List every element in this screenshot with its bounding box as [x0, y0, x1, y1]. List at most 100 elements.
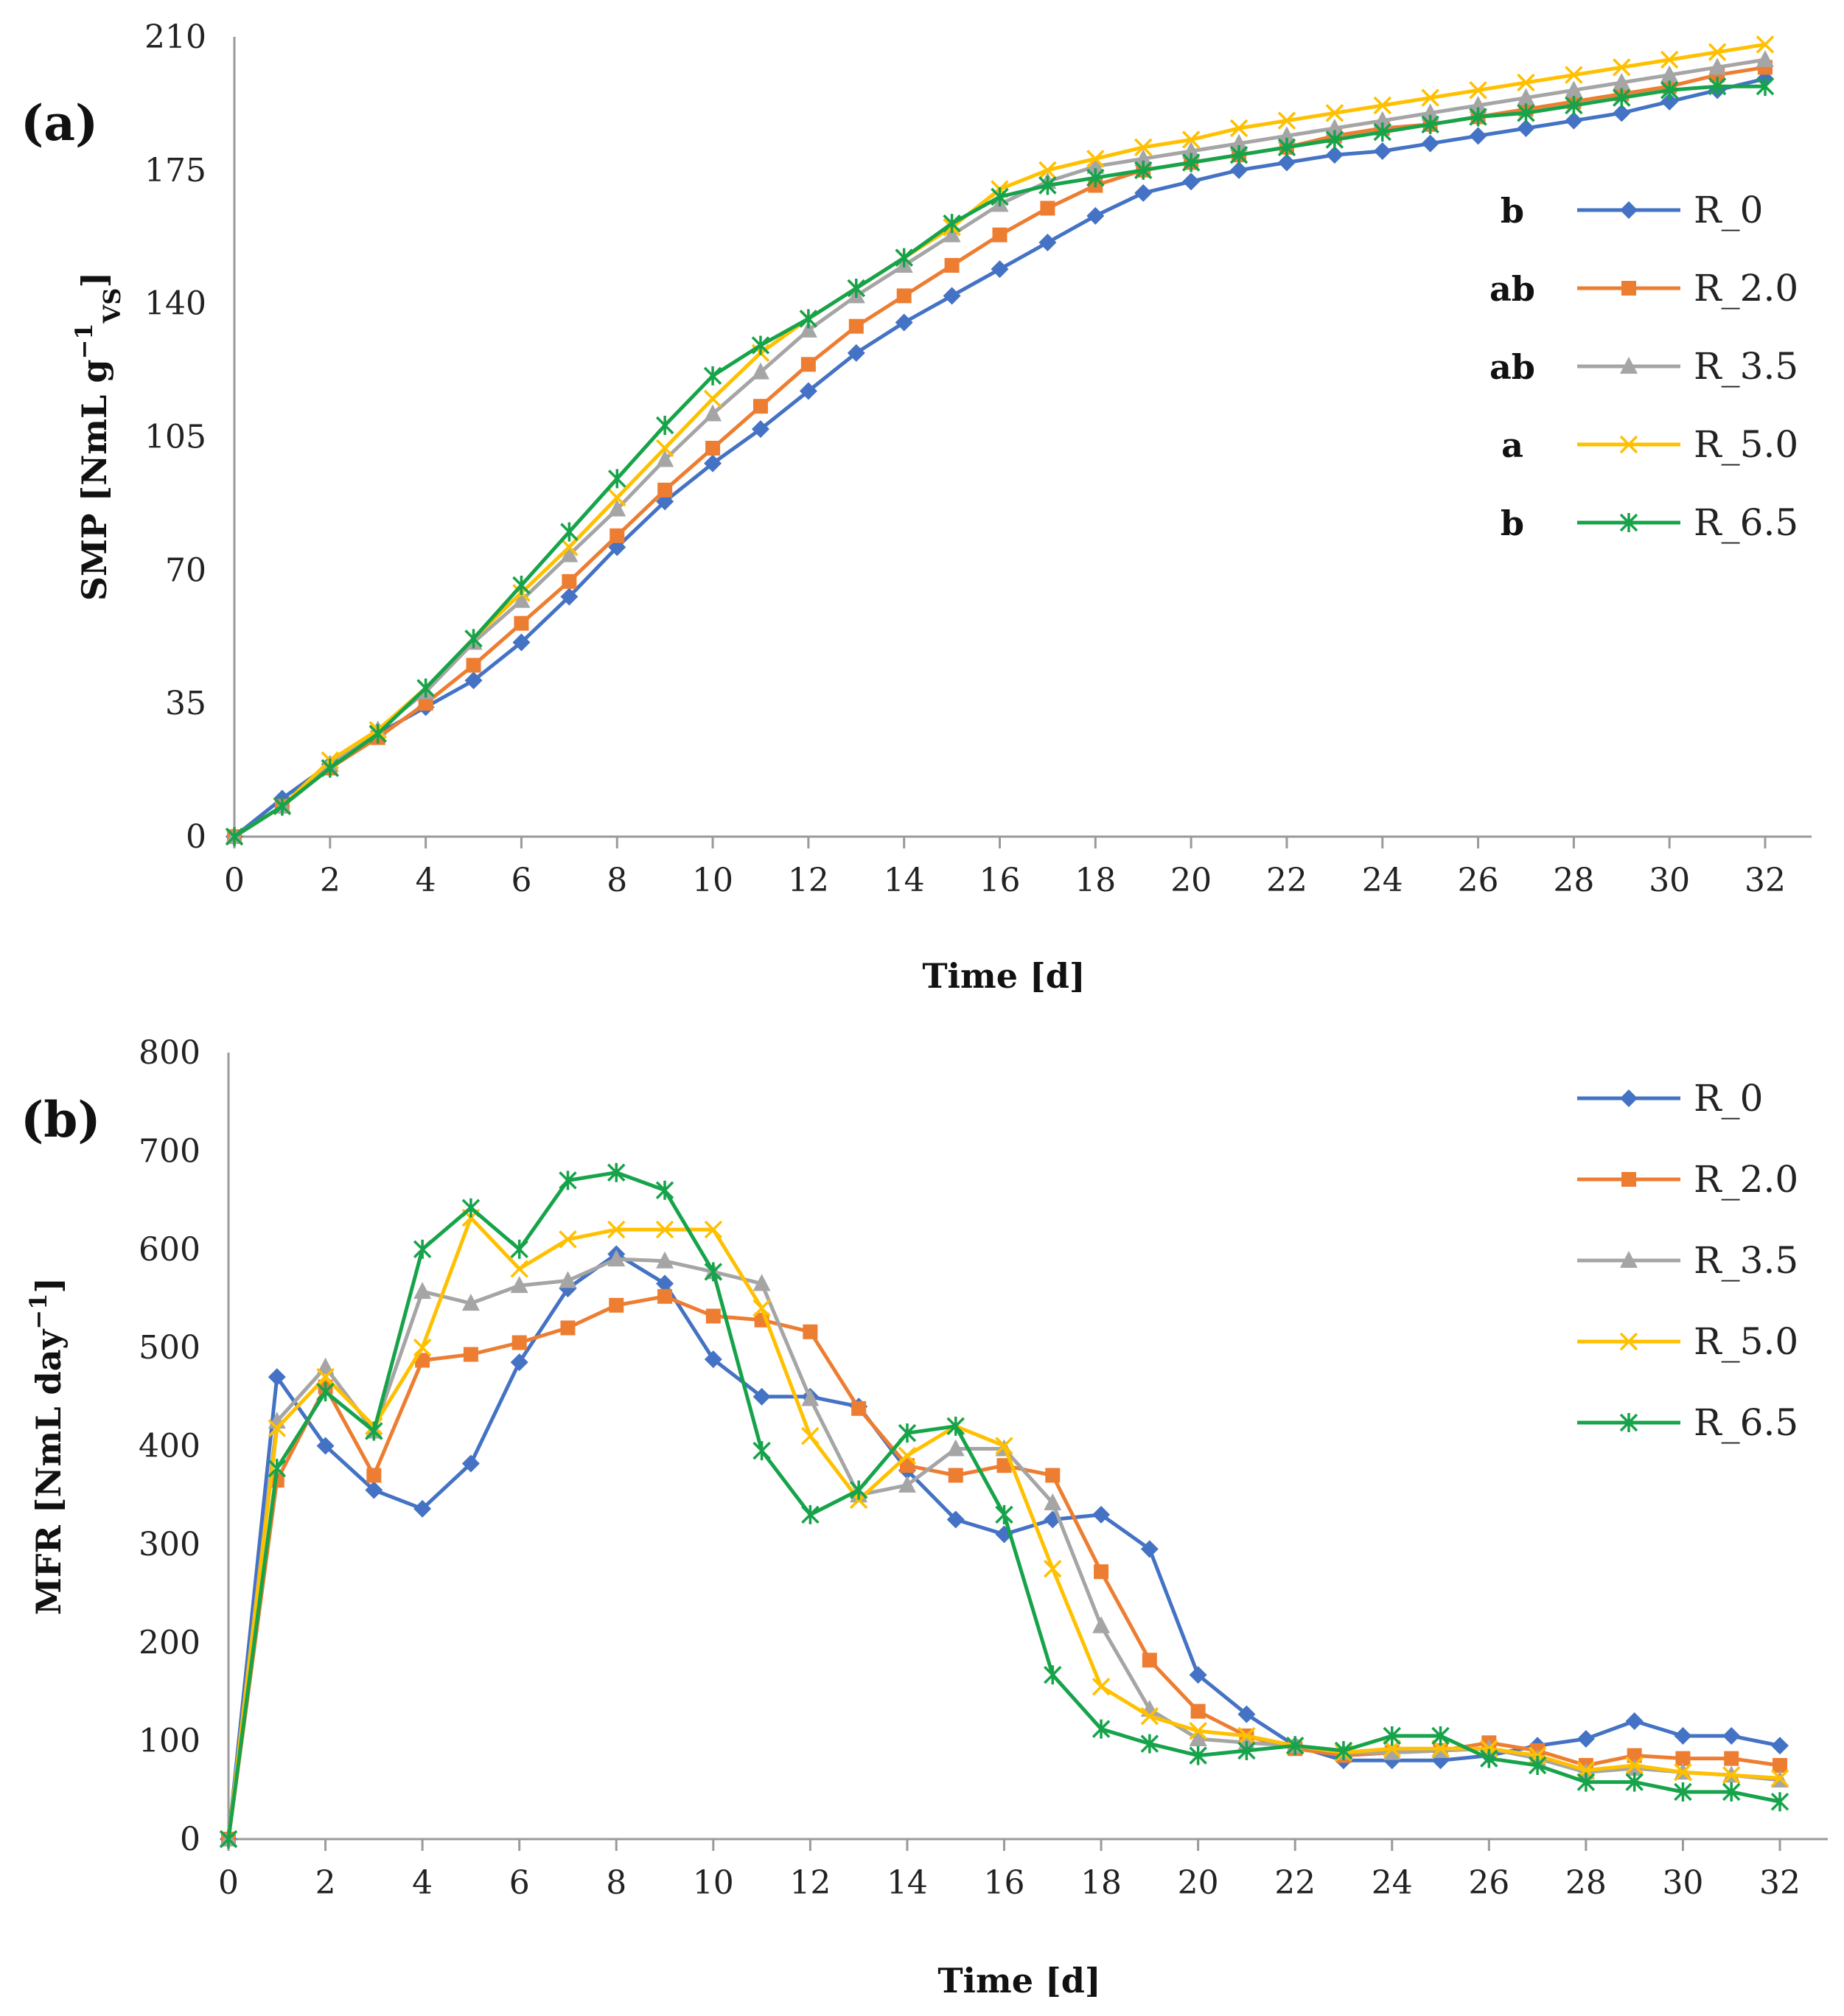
x-tick-label: 0 [224, 862, 245, 899]
x-tick-label: 26 [1458, 862, 1499, 899]
data-point-r-6-5 [268, 1459, 287, 1479]
data-point-r-6-5 [1373, 122, 1391, 142]
x-tick-label: 26 [1468, 1864, 1509, 1902]
data-point-r-6-5 [369, 724, 387, 744]
data-point-r-2-0 [948, 1468, 963, 1483]
data-point-r-6-5 [1625, 1772, 1644, 1792]
data-point-r-3-5 [1044, 1493, 1062, 1510]
data-point-r-6-5 [1770, 1792, 1789, 1812]
x-tick-label: 2 [315, 1864, 336, 1902]
legend-item: R_3.5 ab [1489, 345, 1798, 388]
panel-a-series [225, 35, 1775, 846]
data-point-r-6-5 [1092, 1719, 1111, 1739]
data-point-r-6-5 [510, 1239, 528, 1259]
data-point-r-6-5 [943, 214, 961, 234]
series-r-6-5 [219, 1162, 1789, 1849]
data-point-r-0 [1674, 1726, 1692, 1745]
data-point-r-6-5 [365, 1421, 383, 1441]
data-point-r-3-5 [656, 1251, 674, 1269]
data-point-r-6-5 [416, 678, 435, 698]
data-point-r-2-0 [657, 482, 673, 498]
data-point-r-3-5 [1383, 1743, 1401, 1760]
data-point-r-3-5 [704, 404, 722, 422]
data-point-r-5-0 [1189, 1722, 1207, 1740]
data-point-r-3-5 [943, 225, 961, 243]
data-point-r-5-0 [1181, 130, 1201, 149]
panel-b-legend: R_0 R_2.0 R_3.5 R_5.0 R_6.5 [1577, 1077, 1798, 1444]
data-point-r-5-0 [413, 1338, 432, 1357]
legend-item: R_6.5 [1577, 1401, 1798, 1444]
data-point-r-6-5 [1722, 1782, 1741, 1802]
legend-label: R_5.0 [1694, 423, 1798, 466]
x-tick-label: 30 [1662, 1864, 1703, 1902]
data-point-r-3-5 [1230, 133, 1248, 151]
data-point-r-0 [1517, 119, 1535, 137]
data-point-r-6-5 [1674, 1782, 1692, 1802]
data-point-r-5-0 [752, 1299, 771, 1318]
x-tick-label: 4 [412, 1864, 433, 1902]
data-point-r-2-0 [1724, 1751, 1739, 1766]
x-tick-label: 24 [1362, 862, 1403, 899]
data-point-r-6-5 [1277, 137, 1296, 157]
data-point-r-5-0 [1660, 50, 1679, 69]
y-tick-label: 300 [139, 1526, 200, 1563]
panel-b-series [219, 1162, 1789, 1849]
data-point-r-6-5 [1528, 1755, 1547, 1775]
data-point-r-2-0 [463, 1347, 478, 1362]
data-point-r-0 [1182, 172, 1201, 191]
data-point-r-6-5 [1383, 1726, 1401, 1745]
legend-item: R_3.5 [1577, 1239, 1798, 1282]
y-tick-label: 105 [144, 419, 206, 456]
data-point-r-0 [1038, 234, 1057, 251]
y-tick-label: 35 [165, 685, 206, 722]
data-point-r-2-0 [1773, 1757, 1787, 1773]
data-point-r-0 [1237, 1705, 1256, 1723]
legend-label: R_3.5 [1694, 1239, 1798, 1282]
data-point-r-6-5 [751, 335, 770, 355]
data-point-r-0 [1469, 127, 1487, 145]
data-point-r-6-5 [1756, 77, 1775, 97]
x-tick-label: 10 [692, 862, 733, 899]
x-tick-label: 32 [1759, 1864, 1801, 1902]
panel-a-y-gridline-ticks: 0 35 70 105 140 175 210 [144, 18, 206, 856]
x-tick-label: 28 [1565, 1864, 1607, 1902]
x-tick-label: 16 [984, 1864, 1025, 1902]
data-point-r-2-0 [511, 1335, 527, 1350]
data-point-r-2-0 [1094, 1564, 1109, 1580]
data-point-r-2-0 [514, 615, 529, 631]
data-point-r-0 [1576, 1729, 1595, 1748]
data-point-r-6-5 [847, 279, 866, 298]
panel-b-x-axis-title: Time [d] [937, 1961, 1100, 2001]
data-point-r-6-5 [461, 1198, 481, 1218]
data-point-r-2-0 [705, 441, 721, 456]
data-point-r-6-5 [1480, 1748, 1498, 1768]
data-point-r-5-0 [995, 1437, 1013, 1455]
data-point-r-0 [704, 454, 722, 472]
y-tick-label: 600 [139, 1231, 200, 1269]
data-point-r-0 [799, 382, 817, 400]
x-tick-label: 22 [1274, 1864, 1316, 1902]
legend-item: R_6.5 b [1501, 501, 1798, 544]
data-point-r-3-5 [559, 1271, 577, 1288]
data-point-r-3-5 [1134, 149, 1153, 167]
legend-label: R_6.5 [1694, 1401, 1798, 1444]
x-tick-label: 28 [1553, 862, 1594, 899]
x-tick-label: 18 [1075, 862, 1116, 899]
data-point-r-5-0 [1431, 1740, 1450, 1758]
legend-label: R_3.5 [1694, 345, 1798, 388]
legend-label: R_5.0 [1694, 1320, 1798, 1363]
x-tick-label: 32 [1745, 862, 1786, 899]
series-r-6-5 [225, 77, 1775, 846]
y-tick-label: 500 [139, 1329, 200, 1367]
data-point-r-2-0 [562, 573, 577, 589]
data-point-r-6-5 [1229, 145, 1248, 165]
data-point-r-6-5 [1431, 1726, 1450, 1745]
data-point-r-5-0 [1140, 1707, 1159, 1726]
data-point-r-5-0 [316, 1367, 335, 1387]
data-point-r-6-5 [1421, 114, 1439, 134]
significance-letter: b [1501, 191, 1524, 231]
data-point-r-6-5 [1140, 1734, 1159, 1754]
